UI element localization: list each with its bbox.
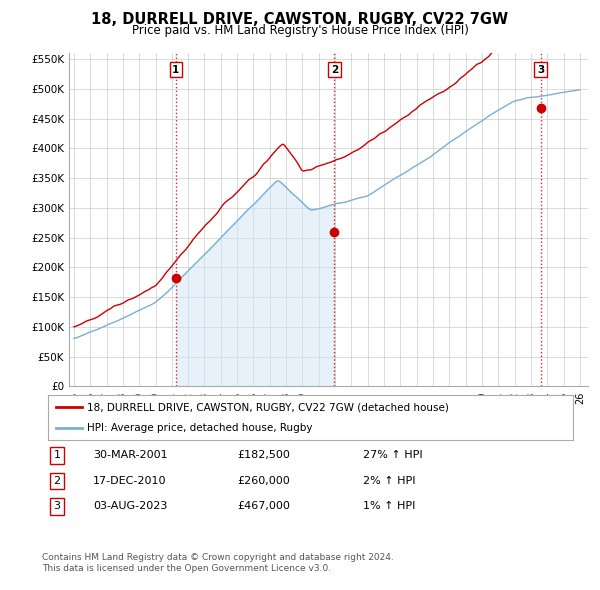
Text: Price paid vs. HM Land Registry's House Price Index (HPI): Price paid vs. HM Land Registry's House … [131,24,469,37]
Text: Contains HM Land Registry data © Crown copyright and database right 2024.: Contains HM Land Registry data © Crown c… [42,553,394,562]
Text: 2: 2 [331,65,338,75]
Text: 17-DEC-2010: 17-DEC-2010 [93,476,167,486]
Text: 30-MAR-2001: 30-MAR-2001 [93,451,167,460]
Text: 18, DURRELL DRIVE, CAWSTON, RUGBY, CV22 7GW: 18, DURRELL DRIVE, CAWSTON, RUGBY, CV22 … [91,12,509,27]
Text: 2: 2 [53,476,61,486]
Text: 1: 1 [172,65,179,75]
Text: 2% ↑ HPI: 2% ↑ HPI [363,476,415,486]
Text: HPI: Average price, detached house, Rugby: HPI: Average price, detached house, Rugb… [88,424,313,434]
Text: 1: 1 [53,451,61,460]
Text: £182,500: £182,500 [237,451,290,460]
Text: £467,000: £467,000 [237,502,290,511]
Text: £260,000: £260,000 [237,476,290,486]
Text: 18, DURRELL DRIVE, CAWSTON, RUGBY, CV22 7GW (detached house): 18, DURRELL DRIVE, CAWSTON, RUGBY, CV22 … [88,402,449,412]
Text: 1% ↑ HPI: 1% ↑ HPI [363,502,415,511]
Text: 3: 3 [537,65,544,75]
Text: 03-AUG-2023: 03-AUG-2023 [93,502,167,511]
Text: 3: 3 [53,502,61,511]
Text: 27% ↑ HPI: 27% ↑ HPI [363,451,422,460]
Text: This data is licensed under the Open Government Licence v3.0.: This data is licensed under the Open Gov… [42,565,331,573]
